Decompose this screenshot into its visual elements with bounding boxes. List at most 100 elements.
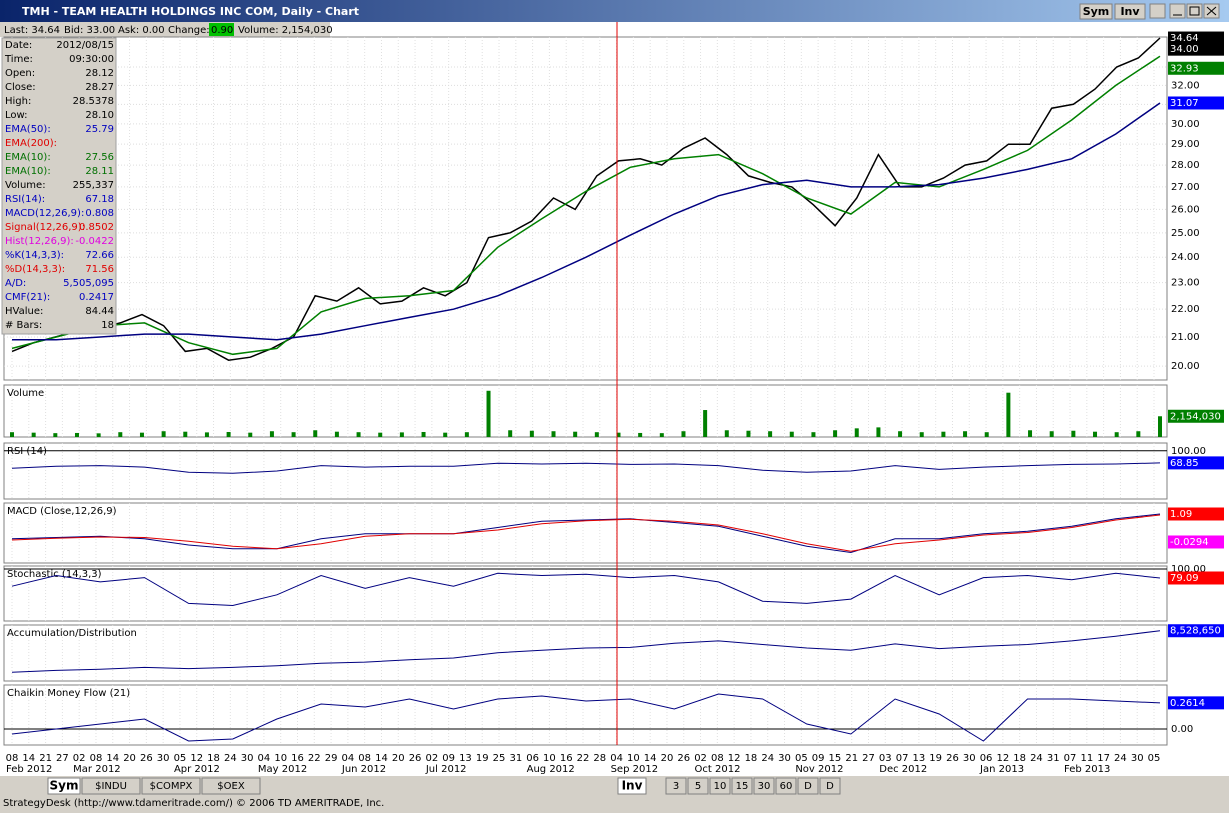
x-tick-label: 16 xyxy=(560,753,573,764)
interval-label[interactable]: D xyxy=(804,781,812,792)
x-tick-label: 08 xyxy=(358,753,371,764)
x-tick-label: 22 xyxy=(308,753,321,764)
volume-bar xyxy=(724,430,729,437)
x-tick-label: 05 xyxy=(174,753,187,764)
indicator-line xyxy=(11,37,1161,361)
month-label: Aug 2012 xyxy=(527,764,575,775)
x-tick-label: 04 xyxy=(342,753,355,764)
inv-button-label[interactable]: Inv xyxy=(1120,5,1140,18)
data-label: CMF(21): xyxy=(5,292,50,303)
value-badge-label: 34.00 xyxy=(1170,44,1199,55)
data-value: 0.808 xyxy=(85,208,114,219)
interval-label[interactable]: D xyxy=(826,781,834,792)
x-tick-label: 26 xyxy=(140,753,153,764)
tab[interactable] xyxy=(141,777,201,795)
panel-title: MACD (Close,12,26,9) xyxy=(7,506,117,517)
y-tick-label: 22.00 xyxy=(1171,304,1200,315)
x-tick-label: 18 xyxy=(207,753,220,764)
month-label: Nov 2012 xyxy=(795,764,843,775)
value-badge-label: 2,154,030 xyxy=(1170,411,1221,422)
quote-change-label: Change: xyxy=(168,25,210,36)
panel-frame xyxy=(3,502,1168,564)
data-label: EMA(10): xyxy=(5,152,51,163)
panel-title: Volume xyxy=(7,388,44,399)
volume-bar xyxy=(31,432,36,437)
indicator-line xyxy=(11,55,1161,356)
x-tick-label: 04 xyxy=(258,753,271,764)
y-tick-label: 29.00 xyxy=(1171,139,1200,150)
data-label: A/D: xyxy=(5,278,26,289)
data-label: # Bars: xyxy=(5,320,42,331)
data-label: Open: xyxy=(5,68,35,79)
interval-label[interactable]: Inv xyxy=(622,779,643,793)
indicator-line xyxy=(11,630,1161,673)
x-tick-label: 15 xyxy=(829,753,842,764)
interval-tab[interactable] xyxy=(775,777,797,795)
inv-button[interactable] xyxy=(1114,3,1146,20)
data-label: EMA(10): xyxy=(5,166,51,177)
interval-label[interactable]: 10 xyxy=(714,781,727,792)
x-tick-label: 30 xyxy=(1131,753,1144,764)
interval-label[interactable]: 5 xyxy=(695,781,701,792)
interval-tab[interactable] xyxy=(617,777,647,795)
x-tick-label: 21 xyxy=(39,753,52,764)
interval-label[interactable]: 15 xyxy=(736,781,749,792)
x-tick-label: 31 xyxy=(509,753,522,764)
x-tick-label: 31 xyxy=(1047,753,1060,764)
value-badge xyxy=(1168,507,1224,521)
x-tick-label: 19 xyxy=(476,753,489,764)
interval-label[interactable]: 3 xyxy=(673,781,679,792)
minimize-button[interactable] xyxy=(1169,3,1186,19)
x-tick-label: 17 xyxy=(1097,753,1110,764)
tab-label[interactable]: $OEX xyxy=(217,781,245,792)
data-label: Time: xyxy=(4,54,33,65)
sym-button-label[interactable]: Sym xyxy=(1083,5,1110,18)
interval-label[interactable]: 60 xyxy=(780,781,793,792)
interval-tab[interactable] xyxy=(665,777,687,795)
panel-frame xyxy=(3,442,1168,500)
tab-label[interactable]: $INDU xyxy=(95,781,127,792)
tab-label[interactable]: $COMPX xyxy=(150,781,193,792)
y-tick-label: 20.00 xyxy=(1171,361,1200,372)
panel-title: Chaikin Money Flow (21) xyxy=(7,688,130,699)
value-badge xyxy=(1168,96,1224,110)
interval-tab[interactable] xyxy=(753,777,775,795)
month-label: Jul 2012 xyxy=(425,764,467,775)
value-badge-label: 79.09 xyxy=(1170,573,1199,584)
tab-label[interactable]: Sym xyxy=(50,779,79,793)
interval-tab[interactable] xyxy=(731,777,753,795)
volume-bar xyxy=(118,432,123,437)
x-tick-label: 26 xyxy=(677,753,690,764)
interval-tab[interactable] xyxy=(709,777,731,795)
tab[interactable] xyxy=(81,777,141,795)
volume-bar xyxy=(1093,431,1098,437)
interval-tab[interactable] xyxy=(819,777,841,795)
tab[interactable] xyxy=(47,777,81,795)
quote-ask: Ask: 0.00 xyxy=(118,25,165,36)
value-badge-label: 1.09 xyxy=(1170,509,1192,520)
interval-tab[interactable] xyxy=(797,777,819,795)
maximize-button[interactable] xyxy=(1186,3,1203,19)
value-badge-label: 8,528,650 xyxy=(1170,626,1221,637)
month-label: Jun 2012 xyxy=(341,764,386,775)
tab[interactable] xyxy=(201,777,261,795)
quote-bar xyxy=(0,22,330,37)
interval-label[interactable]: 30 xyxy=(758,781,771,792)
data-value: 28.12 xyxy=(85,68,114,79)
float-button[interactable] xyxy=(1149,3,1166,19)
volume-bar xyxy=(768,431,773,437)
quote-change: 0.90 xyxy=(211,25,233,36)
interval-tab[interactable] xyxy=(687,777,709,795)
quote-volume: Volume: 2,154,030 xyxy=(238,25,333,36)
volume-bar xyxy=(139,432,144,437)
volume-bar xyxy=(399,432,404,437)
indicator-line xyxy=(11,462,1161,474)
x-tick-label: 20 xyxy=(392,753,405,764)
x-tick-label: 12 xyxy=(996,753,1009,764)
x-tick-label: 14 xyxy=(22,753,35,764)
sym-button[interactable] xyxy=(1079,3,1113,20)
x-tick-label: 25 xyxy=(493,753,506,764)
x-tick-label: 02 xyxy=(694,753,707,764)
month-label: Dec 2012 xyxy=(879,764,927,775)
